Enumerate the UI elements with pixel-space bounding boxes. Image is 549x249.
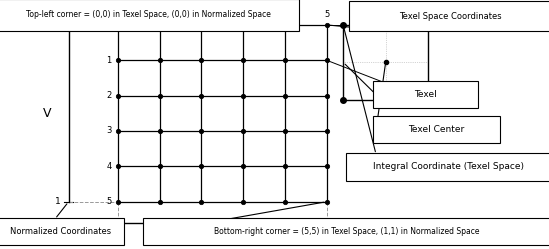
Text: 4: 4 bbox=[106, 162, 111, 171]
Text: 2: 2 bbox=[199, 10, 204, 19]
Text: 0: 0 bbox=[55, 20, 60, 29]
FancyBboxPatch shape bbox=[0, 0, 299, 31]
Text: 3: 3 bbox=[240, 10, 246, 19]
FancyBboxPatch shape bbox=[346, 153, 549, 181]
Text: 1: 1 bbox=[106, 56, 111, 65]
FancyBboxPatch shape bbox=[373, 81, 478, 108]
Text: Top-left corner = (0,0) in Texel Space, (0,0) in Normalized Space: Top-left corner = (0,0) in Texel Space, … bbox=[26, 10, 271, 19]
Text: V: V bbox=[42, 107, 51, 120]
Text: Texel Space Coordinates: Texel Space Coordinates bbox=[399, 12, 501, 21]
Text: 5: 5 bbox=[106, 197, 111, 206]
Text: 0: 0 bbox=[106, 20, 111, 29]
Text: 4: 4 bbox=[282, 10, 288, 19]
Text: 0: 0 bbox=[115, 10, 121, 19]
Text: 5: 5 bbox=[324, 10, 329, 19]
FancyBboxPatch shape bbox=[143, 218, 549, 245]
FancyBboxPatch shape bbox=[373, 116, 500, 143]
FancyBboxPatch shape bbox=[349, 1, 549, 31]
Text: 2: 2 bbox=[106, 91, 111, 100]
Text: Texel: Texel bbox=[414, 90, 437, 99]
Text: 1: 1 bbox=[55, 197, 60, 206]
Text: Integral Coordinate (Texel Space): Integral Coordinate (Texel Space) bbox=[373, 162, 524, 171]
Text: 1: 1 bbox=[324, 229, 329, 238]
Text: Bottom-right corner = (5,5) in Texel Space, (1,1) in Normalized Space: Bottom-right corner = (5,5) in Texel Spa… bbox=[215, 227, 480, 236]
Text: 3: 3 bbox=[106, 126, 111, 135]
Text: Normalized Coordinates: Normalized Coordinates bbox=[10, 227, 111, 236]
FancyBboxPatch shape bbox=[0, 218, 124, 245]
Text: U: U bbox=[218, 229, 227, 242]
Text: Texel Center: Texel Center bbox=[408, 125, 464, 134]
Text: 0: 0 bbox=[115, 229, 121, 238]
Text: 1: 1 bbox=[157, 10, 163, 19]
